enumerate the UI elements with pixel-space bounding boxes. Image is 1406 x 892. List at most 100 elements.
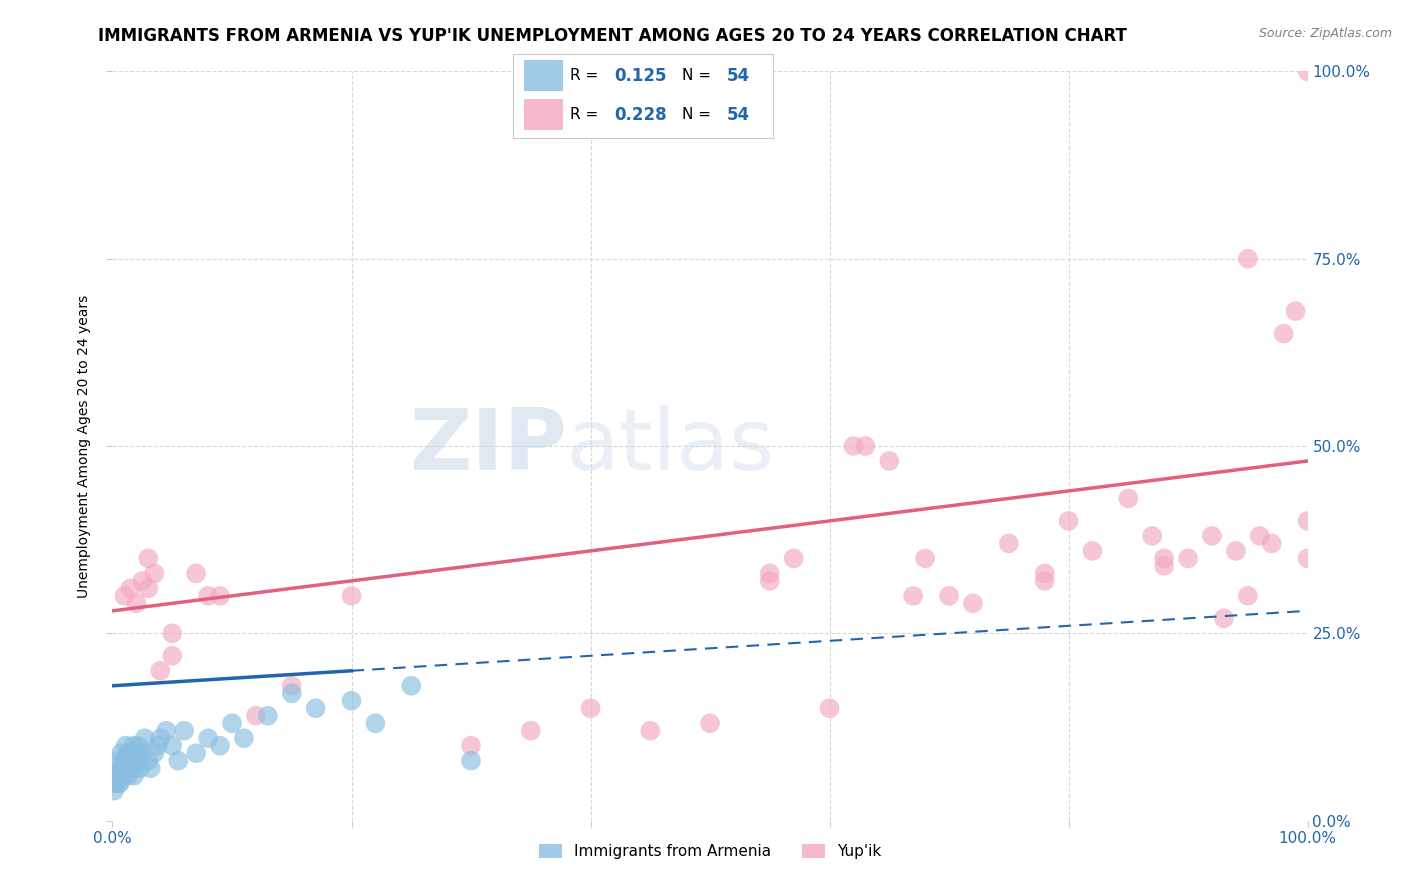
Point bbox=[131, 746, 153, 760]
Point bbox=[114, 739, 136, 753]
Point bbox=[110, 746, 132, 760]
Point bbox=[104, 776, 127, 790]
Point bbox=[162, 626, 183, 640]
Text: N =: N = bbox=[682, 68, 716, 83]
Point bbox=[146, 739, 169, 753]
Point bbox=[138, 582, 160, 596]
Point bbox=[579, 701, 602, 715]
Point bbox=[105, 769, 128, 783]
Text: 0.125: 0.125 bbox=[614, 67, 666, 85]
Point bbox=[155, 723, 177, 738]
Point bbox=[125, 596, 148, 610]
Point bbox=[699, 716, 721, 731]
Point bbox=[1285, 304, 1308, 318]
Point bbox=[1177, 551, 1199, 566]
Point bbox=[139, 761, 162, 775]
Point bbox=[1142, 529, 1164, 543]
Point bbox=[842, 439, 865, 453]
Point bbox=[122, 769, 145, 783]
Point bbox=[818, 701, 841, 715]
Point bbox=[105, 769, 128, 783]
Point bbox=[120, 582, 142, 596]
Point bbox=[1153, 558, 1175, 573]
Text: R =: R = bbox=[571, 68, 603, 83]
Point bbox=[340, 694, 363, 708]
Point bbox=[460, 739, 482, 753]
Point bbox=[879, 454, 901, 468]
Point bbox=[855, 439, 877, 453]
Text: IMMIGRANTS FROM ARMENIA VS YUP'IK UNEMPLOYMENT AMONG AGES 20 TO 24 YEARS CORRELA: IMMIGRANTS FROM ARMENIA VS YUP'IK UNEMPL… bbox=[98, 27, 1128, 45]
Point bbox=[138, 551, 160, 566]
Point bbox=[167, 754, 190, 768]
Point bbox=[305, 701, 328, 715]
Point bbox=[903, 589, 925, 603]
Point bbox=[111, 761, 134, 775]
Point bbox=[118, 754, 141, 768]
Point bbox=[1033, 574, 1056, 588]
Point bbox=[122, 739, 145, 753]
Legend: Immigrants from Armenia, Yup'ik: Immigrants from Armenia, Yup'ik bbox=[533, 838, 887, 865]
Point bbox=[138, 754, 160, 768]
Point bbox=[759, 566, 782, 581]
Point bbox=[1153, 551, 1175, 566]
Point bbox=[209, 739, 232, 753]
Point bbox=[134, 731, 156, 746]
Point bbox=[108, 776, 131, 790]
Point bbox=[143, 566, 166, 581]
Point bbox=[131, 574, 153, 588]
Point bbox=[1261, 536, 1284, 550]
Point bbox=[1225, 544, 1247, 558]
Point bbox=[998, 536, 1021, 550]
Point bbox=[114, 754, 136, 768]
Point bbox=[108, 776, 131, 790]
Point bbox=[914, 551, 936, 566]
Point bbox=[107, 754, 129, 768]
Point bbox=[124, 761, 146, 775]
Point bbox=[149, 664, 172, 678]
Point bbox=[197, 731, 219, 746]
Point bbox=[1296, 64, 1319, 78]
Point bbox=[364, 716, 387, 731]
Point bbox=[962, 596, 984, 610]
Point bbox=[127, 754, 149, 768]
Point bbox=[114, 754, 135, 768]
Point bbox=[233, 731, 256, 746]
Point bbox=[128, 739, 150, 753]
Point bbox=[1118, 491, 1140, 506]
Point bbox=[401, 679, 423, 693]
Point bbox=[783, 551, 806, 566]
Point bbox=[104, 776, 127, 790]
Point bbox=[103, 783, 125, 797]
Point bbox=[173, 723, 195, 738]
Text: 0.228: 0.228 bbox=[614, 105, 668, 123]
Point bbox=[121, 754, 143, 768]
Point bbox=[129, 761, 152, 775]
Text: 54: 54 bbox=[727, 105, 749, 123]
Point bbox=[105, 761, 128, 775]
Point bbox=[1081, 544, 1104, 558]
Point bbox=[120, 746, 142, 760]
Point bbox=[520, 723, 543, 738]
Bar bbox=[523, 61, 562, 91]
Text: 54: 54 bbox=[727, 67, 749, 85]
Point bbox=[1213, 611, 1236, 625]
Point bbox=[1296, 514, 1319, 528]
Y-axis label: Unemployment Among Ages 20 to 24 years: Unemployment Among Ages 20 to 24 years bbox=[77, 294, 91, 598]
Point bbox=[111, 761, 134, 775]
Point bbox=[340, 589, 363, 603]
Point bbox=[197, 589, 219, 603]
Point bbox=[149, 731, 172, 746]
Point bbox=[162, 739, 183, 753]
Point bbox=[186, 746, 208, 760]
Point bbox=[125, 746, 148, 760]
Point bbox=[460, 754, 482, 768]
Point bbox=[1272, 326, 1295, 341]
Text: ZIP: ZIP bbox=[409, 404, 567, 488]
Point bbox=[1057, 514, 1080, 528]
Text: R =: R = bbox=[571, 107, 603, 122]
Point bbox=[759, 574, 782, 588]
Point bbox=[143, 746, 166, 760]
Point bbox=[117, 746, 139, 760]
Point bbox=[1237, 589, 1260, 603]
Point bbox=[115, 761, 138, 775]
